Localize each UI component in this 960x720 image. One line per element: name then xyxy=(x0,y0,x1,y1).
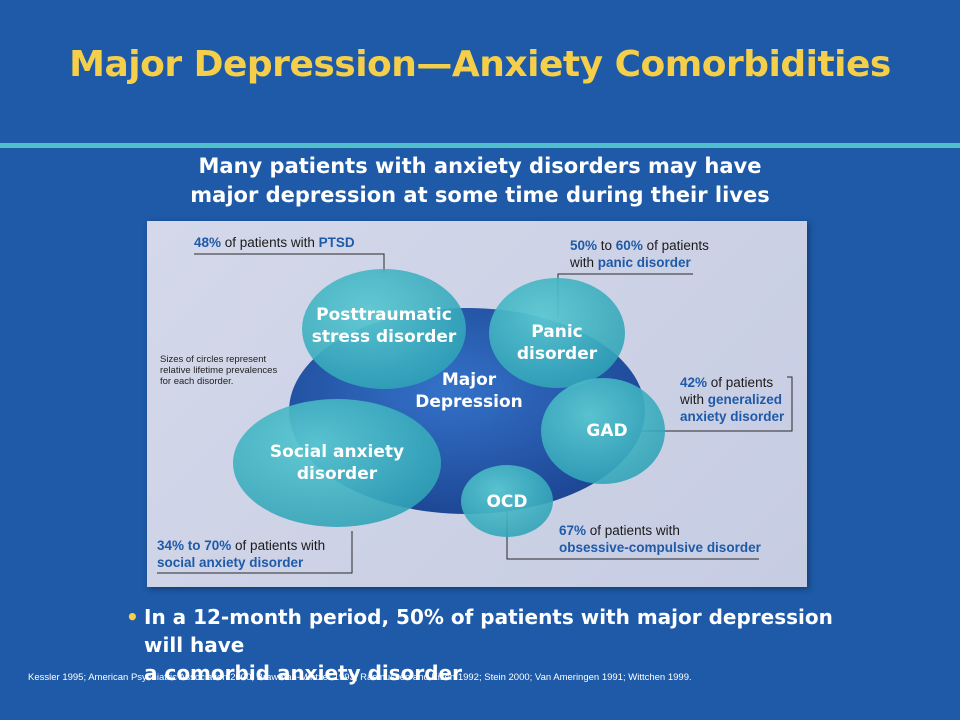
major-depression-label-line-1: Major xyxy=(441,370,497,390)
gad-annotation-name-2: anxiety disorder xyxy=(680,409,785,424)
bullet-dot-icon: • xyxy=(126,605,139,629)
social-anxiety-label-line-2: disorder xyxy=(296,464,378,484)
key-point-bullet: • In a 12-month period, 50% of patients … xyxy=(126,603,850,687)
circle-size-note: Sizes of circles represent relative life… xyxy=(160,354,278,387)
slide-subtitle: Many patients with anxiety disorders may… xyxy=(0,152,960,210)
panic-annotation-percent-low: 50% xyxy=(570,238,598,253)
ptsd-label: Posttraumatic stress disorder xyxy=(304,304,464,348)
ptsd-annotation-name: PTSD xyxy=(318,235,355,250)
ptsd-circle xyxy=(302,269,466,389)
panic-annotation-to: to xyxy=(597,238,616,253)
gad-label: GAD xyxy=(586,421,628,441)
comorbidity-diagram: Sizes of circles represent relative life… xyxy=(147,221,807,587)
ocd-circle xyxy=(461,465,553,537)
ocd-annotation: 67% of patients with obsessive-compulsiv… xyxy=(559,522,799,556)
panic-disorder-circle xyxy=(489,278,625,388)
panic-annotation-percent-high: 60% xyxy=(615,238,643,253)
bullet-line-1: In a 12-month period, 50% of patients wi… xyxy=(144,605,833,657)
gad-annotation-text: of patients xyxy=(707,375,774,390)
social-anxiety-label-line-1: Social anxiety xyxy=(269,442,405,462)
major-depression-label-line-2: Depression xyxy=(415,392,523,412)
ocd-annotation-text: of patients with xyxy=(586,523,680,538)
references: Kessler 1995; American Psychiatric Assoc… xyxy=(28,672,692,683)
panic-annotation-text: of patients xyxy=(642,238,709,253)
social-anxiety-circle xyxy=(233,399,441,527)
bullet-line-2: a comorbid anxiety disorder xyxy=(144,661,462,685)
panic-annotation-with: with xyxy=(570,255,598,270)
social-annotation-name: social anxiety disorder xyxy=(157,555,304,570)
diagram-graphics xyxy=(157,253,793,574)
gad-annotation-with: with xyxy=(680,392,708,407)
gad-leader-line xyxy=(629,376,793,432)
ptsd-leader-line xyxy=(194,253,385,273)
social-leader-line xyxy=(157,531,353,574)
ptsd-annotation-percent: 48% xyxy=(194,235,222,250)
gad-annotation-percent: 42% xyxy=(680,375,708,390)
panic-annotation: 50% to 60% of patients with panic disord… xyxy=(570,237,770,271)
ocd-annotation-name: obsessive-compulsive disorder xyxy=(559,540,761,555)
major-depression-label: Major Depression xyxy=(399,369,539,413)
title-divider xyxy=(0,143,960,148)
ptsd-label-line-2: stress disorder xyxy=(311,327,457,347)
ocd-label: OCD xyxy=(486,492,528,512)
ptsd-label-line-1: Posttraumatic xyxy=(316,305,452,325)
slide-title: Major Depression—Anxiety Comorbidities xyxy=(69,44,891,85)
gad-annotation-name-1: generalized xyxy=(707,392,783,407)
gad-annotation: 42% of patients with generalized anxiety… xyxy=(680,374,805,425)
social-annotation-text: of patients with xyxy=(231,538,326,553)
social-annotation-percent: 34% to 70% xyxy=(157,538,232,553)
panic-disorder-label: Panic disorder xyxy=(516,322,598,364)
ocd-annotation-percent: 67% xyxy=(559,523,587,538)
panic-annotation-name: panic disorder xyxy=(597,255,691,270)
social-anxiety-label: Social anxiety disorder xyxy=(252,441,422,485)
ptsd-annotation: 48% of patients with PTSD xyxy=(194,234,434,251)
subtitle-line-2: major depression at some time during the… xyxy=(190,183,770,207)
subtitle-line-1: Many patients with anxiety disorders may… xyxy=(198,154,762,178)
gad-circle xyxy=(541,378,665,484)
social-annotation: 34% to 70% of patients with social anxie… xyxy=(157,537,357,571)
ptsd-annotation-text: of patients with xyxy=(221,235,319,250)
